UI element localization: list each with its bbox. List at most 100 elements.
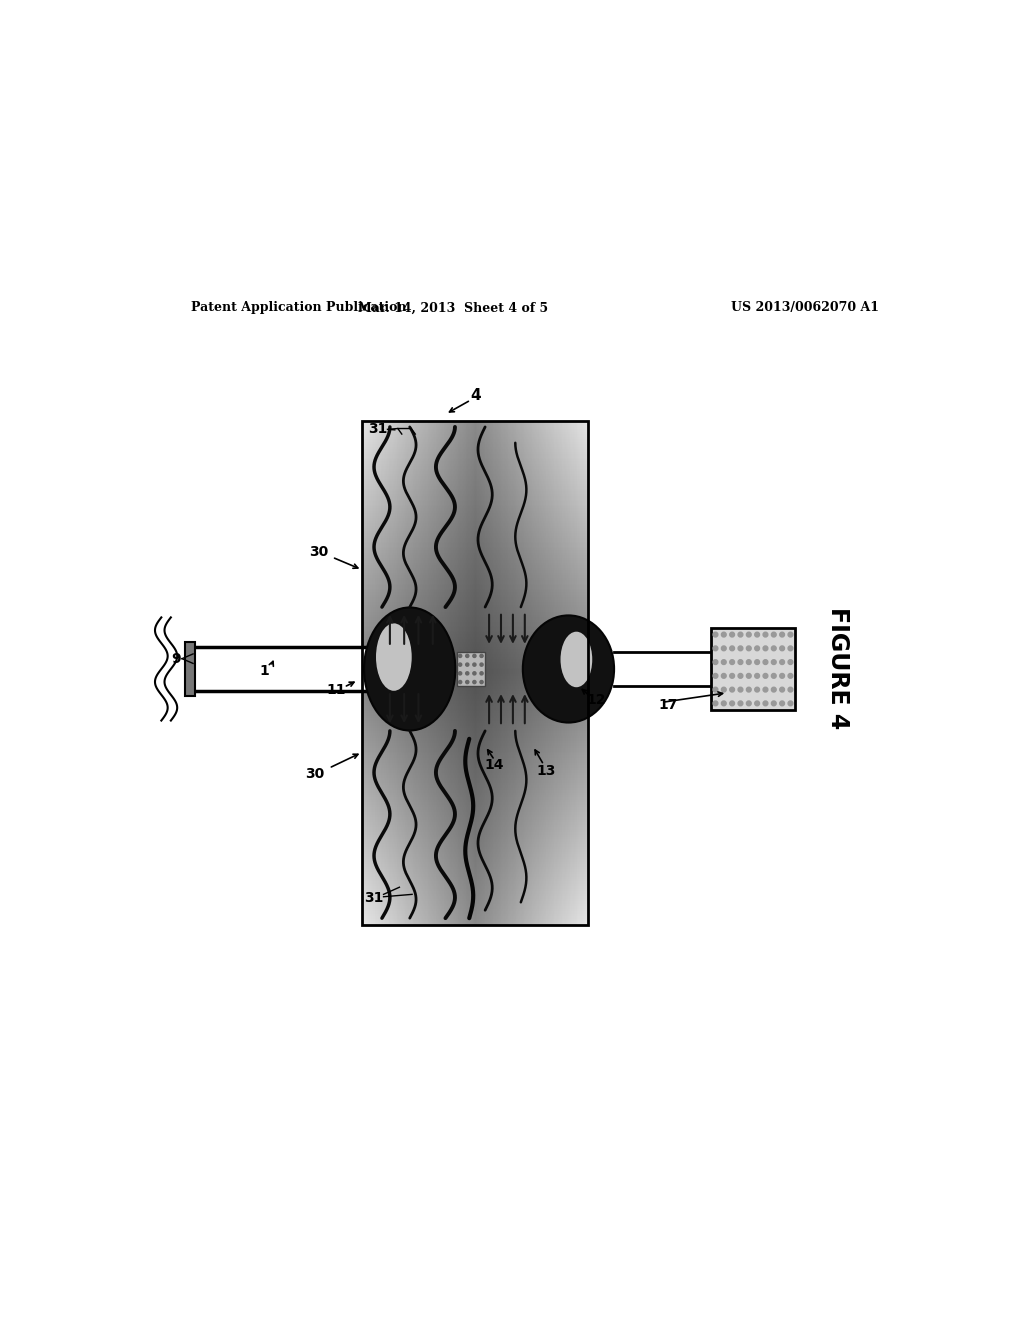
Polygon shape (362, 793, 588, 795)
Circle shape (713, 701, 718, 706)
Circle shape (771, 645, 776, 651)
Polygon shape (564, 421, 565, 924)
Polygon shape (362, 632, 588, 634)
Polygon shape (499, 421, 500, 924)
Text: 14: 14 (485, 758, 505, 772)
Polygon shape (362, 532, 588, 533)
Polygon shape (413, 421, 414, 924)
Circle shape (466, 672, 469, 675)
Circle shape (722, 645, 726, 651)
Polygon shape (377, 421, 378, 924)
Polygon shape (362, 792, 588, 793)
Polygon shape (362, 696, 588, 698)
Polygon shape (362, 638, 588, 639)
Polygon shape (388, 421, 389, 924)
Polygon shape (362, 421, 588, 422)
Polygon shape (362, 553, 588, 554)
Polygon shape (508, 421, 509, 924)
Polygon shape (537, 421, 538, 924)
Polygon shape (383, 421, 384, 924)
Circle shape (459, 672, 462, 675)
Polygon shape (362, 587, 588, 589)
Polygon shape (482, 421, 483, 924)
Polygon shape (525, 421, 526, 924)
Polygon shape (362, 688, 588, 689)
Polygon shape (505, 421, 506, 924)
Polygon shape (362, 721, 588, 723)
Polygon shape (540, 421, 541, 924)
Polygon shape (503, 421, 504, 924)
Polygon shape (362, 671, 588, 673)
Polygon shape (362, 680, 588, 681)
Polygon shape (362, 591, 588, 594)
Circle shape (722, 688, 726, 692)
Polygon shape (463, 421, 464, 924)
Polygon shape (381, 421, 383, 924)
Polygon shape (555, 421, 557, 924)
Text: 9: 9 (171, 652, 180, 665)
Polygon shape (517, 421, 518, 924)
Polygon shape (362, 436, 588, 437)
Polygon shape (528, 421, 529, 924)
Polygon shape (544, 421, 546, 924)
Polygon shape (391, 421, 392, 924)
Polygon shape (399, 421, 400, 924)
Polygon shape (362, 908, 588, 909)
Polygon shape (509, 421, 510, 924)
Polygon shape (420, 421, 421, 924)
Polygon shape (510, 421, 511, 924)
Polygon shape (362, 599, 588, 601)
Polygon shape (362, 807, 588, 809)
Polygon shape (435, 421, 437, 924)
Polygon shape (362, 441, 588, 442)
Polygon shape (562, 421, 563, 924)
Polygon shape (362, 781, 588, 783)
Circle shape (746, 660, 752, 664)
Polygon shape (362, 665, 588, 668)
Polygon shape (362, 458, 588, 459)
Polygon shape (379, 421, 380, 924)
Polygon shape (362, 751, 588, 754)
Polygon shape (507, 421, 508, 924)
Polygon shape (362, 898, 588, 899)
Polygon shape (362, 809, 588, 810)
Polygon shape (479, 421, 481, 924)
Polygon shape (362, 853, 588, 854)
Polygon shape (362, 495, 588, 496)
Polygon shape (362, 614, 588, 615)
Polygon shape (362, 772, 588, 774)
Polygon shape (462, 421, 463, 924)
Polygon shape (416, 421, 417, 924)
Polygon shape (443, 421, 444, 924)
Polygon shape (453, 421, 454, 924)
Polygon shape (362, 884, 588, 886)
Polygon shape (362, 825, 588, 828)
Polygon shape (558, 421, 559, 924)
Polygon shape (362, 562, 588, 564)
Polygon shape (362, 770, 588, 772)
Polygon shape (362, 813, 588, 816)
Polygon shape (362, 544, 588, 545)
Circle shape (738, 632, 742, 638)
Polygon shape (493, 421, 494, 924)
Polygon shape (362, 890, 588, 891)
Circle shape (466, 655, 469, 657)
Polygon shape (572, 421, 573, 924)
Circle shape (473, 672, 476, 675)
Polygon shape (362, 545, 588, 546)
Polygon shape (362, 857, 588, 859)
Polygon shape (362, 430, 588, 433)
Polygon shape (570, 421, 571, 924)
Polygon shape (362, 618, 588, 619)
Polygon shape (494, 421, 495, 924)
Polygon shape (362, 917, 588, 920)
Bar (613, 652, 712, 686)
Polygon shape (362, 520, 588, 521)
Polygon shape (411, 421, 412, 924)
Polygon shape (362, 622, 588, 624)
Polygon shape (362, 446, 588, 447)
Polygon shape (466, 421, 467, 924)
Polygon shape (362, 656, 588, 657)
Polygon shape (519, 421, 520, 924)
Circle shape (480, 655, 483, 657)
